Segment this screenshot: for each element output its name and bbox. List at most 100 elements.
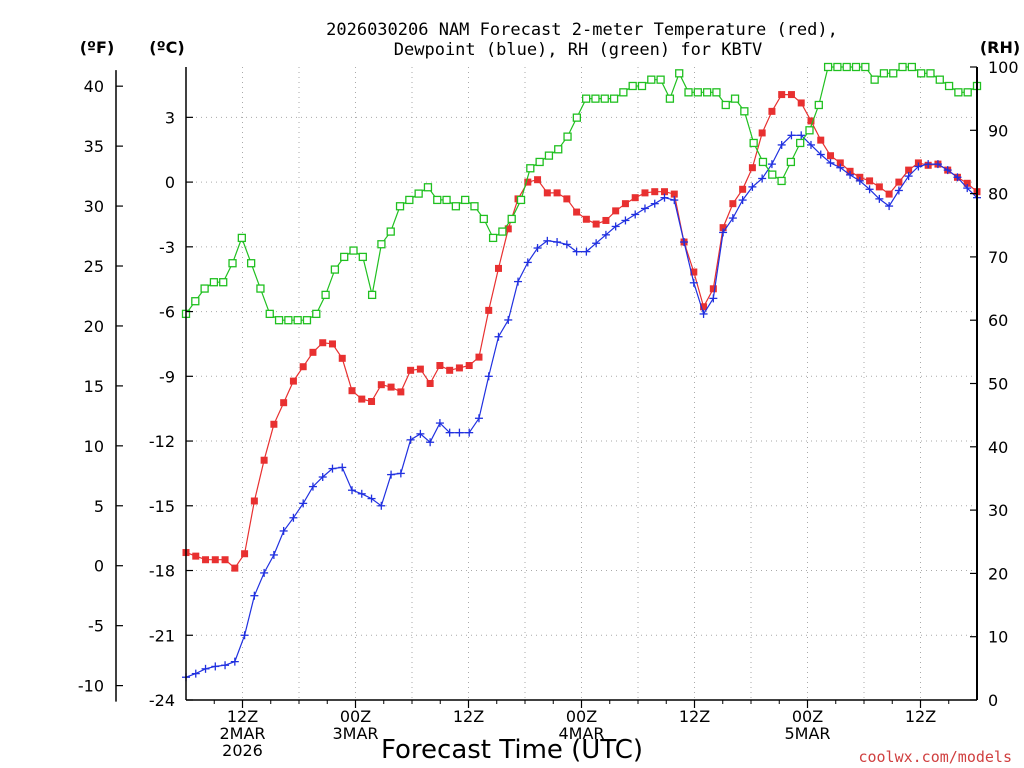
dewpoint-point: [719, 228, 728, 237]
rh-point: [479, 214, 488, 224]
c-tick-label: -24: [149, 691, 175, 710]
rh-point: [917, 69, 926, 78]
dewpoint-point: [367, 494, 376, 503]
unit-celsius: (ºC): [149, 38, 184, 57]
temperature-point: [202, 556, 210, 564]
rh-point: [954, 88, 963, 97]
dewpoint-point: [592, 239, 601, 248]
dewpoint-point: [836, 163, 845, 172]
x-tick-label: 00Z: [566, 707, 597, 726]
temperature-point: [670, 190, 678, 198]
rh-point: [898, 62, 907, 72]
x-tick-label: 12Z: [905, 707, 936, 726]
c-tick-label: -12: [149, 432, 175, 451]
f-tick-label: 5: [94, 497, 104, 516]
dewpoint-point: [816, 150, 825, 159]
f-tick-label: 25: [84, 257, 104, 276]
dewpoint-point: [533, 244, 542, 253]
temperature-point: [543, 189, 551, 197]
temperature-point: [768, 107, 776, 115]
dewpoint-point: [318, 473, 327, 482]
temperature-point: [524, 178, 532, 186]
dewpoint-point: [611, 222, 620, 231]
x-tick-label: 5MAR: [784, 724, 830, 743]
dewpoint-point: [289, 513, 298, 522]
dewpoint-point: [728, 214, 737, 223]
temperature-point: [875, 183, 883, 191]
temperature-point: [739, 185, 747, 193]
dewpoint-point: [250, 591, 259, 600]
dewpoint-point: [357, 489, 366, 498]
dewpoint-point: [875, 194, 884, 203]
temperature-point: [885, 190, 893, 198]
dewpoint-point: [904, 172, 913, 181]
rh-point: [814, 100, 823, 110]
rh-point: [349, 246, 358, 255]
series-line-dewpoint: [185, 134, 978, 678]
chart-title-line2: Dewpoint (blue), RH (green) for KBTV: [394, 40, 762, 60]
rh-tick-label: 30: [988, 501, 1008, 520]
temperature-point: [504, 225, 512, 233]
rh-point: [758, 157, 768, 167]
temperature-point: [729, 200, 737, 208]
temperature-point: [211, 556, 219, 564]
temperature-point: [700, 303, 708, 311]
rh-point: [944, 81, 954, 91]
dewpoint-point: [787, 131, 796, 140]
rh-point: [730, 94, 740, 103]
rh-point: [386, 227, 395, 236]
unit-fahrenheit: (ºF): [80, 38, 115, 57]
temperature-point: [836, 159, 844, 167]
c-tick-label: -15: [149, 497, 175, 516]
temperature-point: [387, 383, 395, 391]
temperature-point: [690, 268, 698, 276]
dewpoint-point: [758, 174, 767, 183]
temperature-point: [485, 306, 493, 314]
temperature-point: [455, 364, 463, 372]
grid-lines: [186, 67, 977, 701]
dewpoint-point: [660, 193, 669, 202]
rh-point: [684, 88, 693, 97]
rh-point: [609, 94, 619, 103]
series-layer: [181, 62, 982, 682]
dewpoint-point: [709, 294, 718, 303]
rh-point: [200, 284, 209, 293]
f-tick-label: -5: [88, 617, 104, 636]
temperature-point: [280, 399, 288, 407]
rh-point: [749, 138, 758, 148]
rh-point: [926, 69, 935, 78]
rh-point: [768, 170, 777, 179]
temperature-point: [905, 166, 913, 174]
dewpoint-point: [680, 238, 689, 247]
c-tick-label: -9: [159, 367, 175, 386]
chart-title-line1: 2026030206 NAM Forecast 2-meter Temperat…: [326, 20, 838, 40]
rh-tick-label: 90: [988, 121, 1008, 140]
temperature-point: [963, 179, 971, 187]
dewpoint-point: [230, 657, 239, 666]
dewpoint-point: [924, 160, 933, 169]
temperature-point: [270, 420, 278, 428]
temperature-point: [250, 497, 258, 505]
dewpoint-point: [855, 176, 864, 185]
rh-tick-label: 80: [988, 185, 1008, 204]
x-tick-label: 3MAR: [332, 724, 378, 743]
dewpoint-point: [279, 526, 288, 535]
temperature-point: [709, 285, 717, 293]
rh-point: [395, 202, 405, 211]
rh-point: [265, 309, 274, 319]
temperature-point: [192, 552, 200, 560]
rh-point: [665, 94, 675, 103]
dewpoint-point: [699, 309, 708, 318]
rh-tick-label: 40: [988, 438, 1008, 457]
rh-point: [786, 157, 796, 167]
rh-point: [582, 94, 591, 103]
rh-tick-label: 10: [988, 628, 1008, 647]
dewpoint-point: [689, 278, 698, 287]
dewpoint-point: [514, 277, 523, 286]
temperature-point: [602, 216, 610, 224]
rh-point: [330, 265, 340, 274]
dewpoint-point: [601, 230, 610, 239]
rh-point: [423, 183, 433, 192]
dewpoint-point: [435, 419, 444, 428]
c-tick-label: -6: [159, 303, 175, 322]
